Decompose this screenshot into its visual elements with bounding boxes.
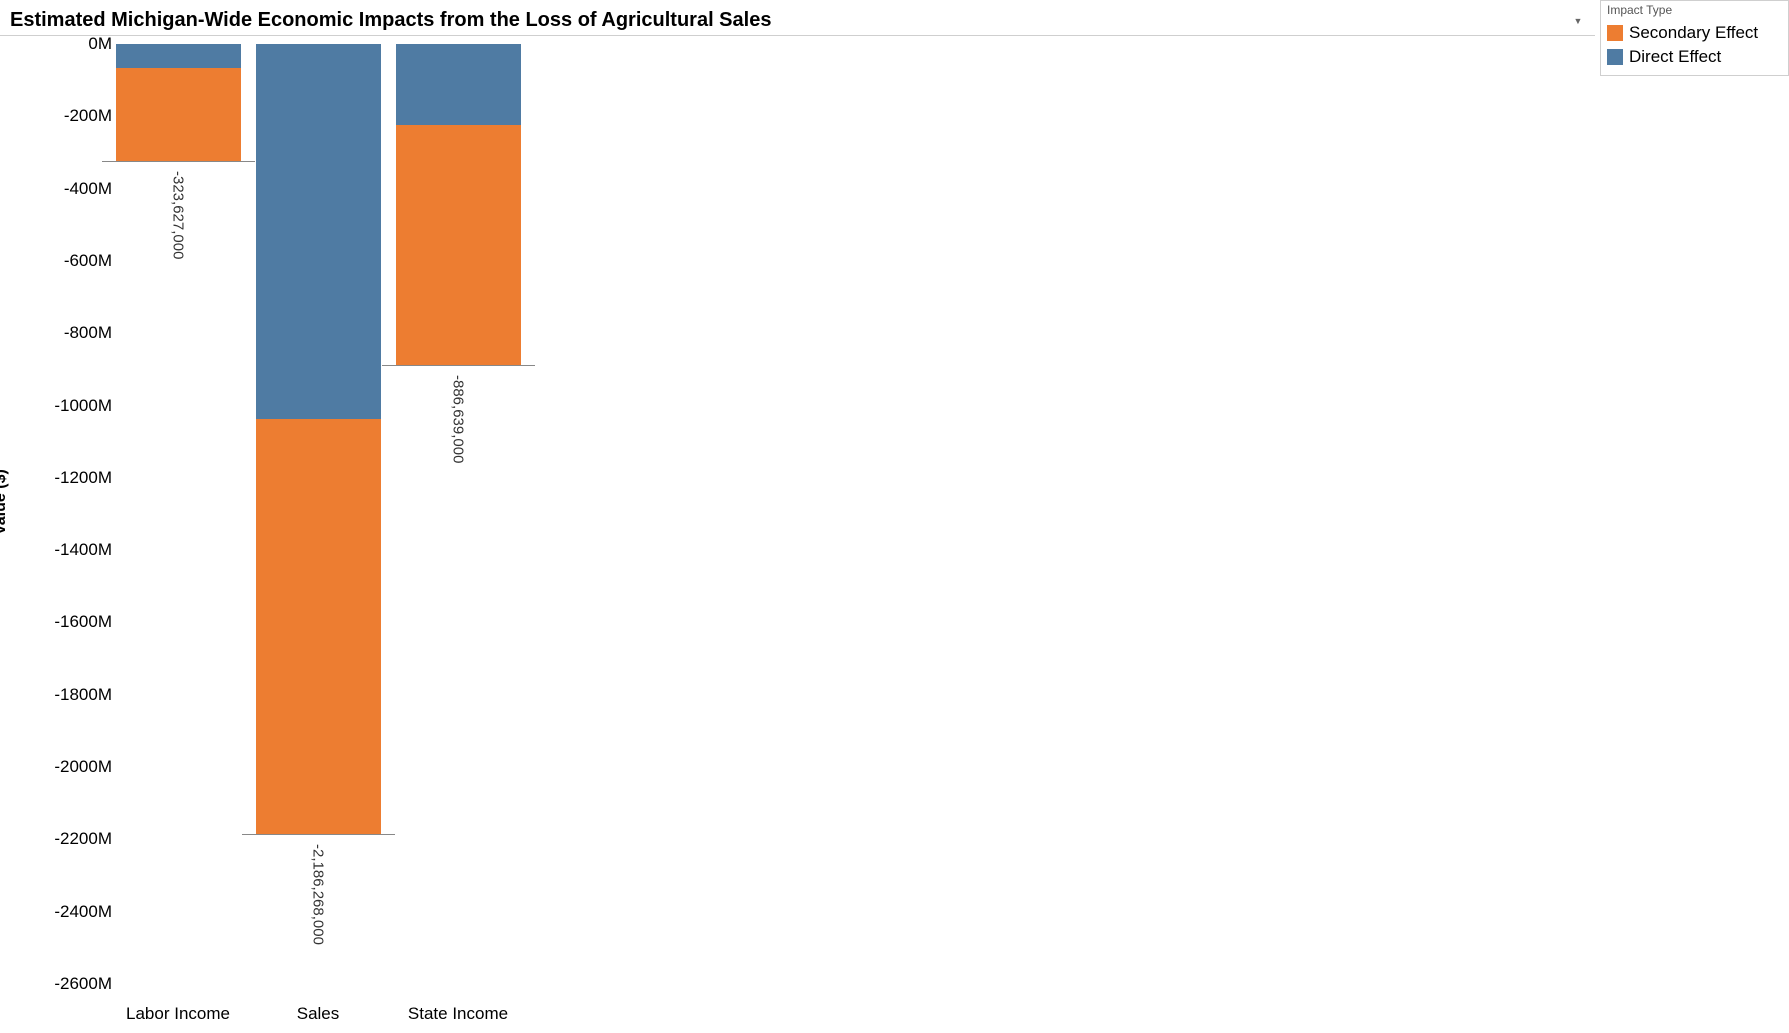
legend-item[interactable]: Direct Effect: [1607, 45, 1782, 69]
bar-baseline: [382, 365, 535, 366]
y-tick-label: -600M: [40, 251, 112, 271]
x-category-label: Sales: [297, 1004, 340, 1024]
y-tick-label: -2000M: [40, 757, 112, 777]
bar-segment-direct[interactable]: [396, 44, 521, 125]
x-category-label: Labor Income: [126, 1004, 230, 1024]
y-tick-label: -800M: [40, 323, 112, 343]
y-tick-label: -1400M: [40, 540, 112, 560]
bar-baseline: [102, 161, 255, 162]
y-tick-label: -1200M: [40, 468, 112, 488]
y-tick-label: -1800M: [40, 685, 112, 705]
chart-title: Estimated Michigan-Wide Economic Impacts…: [10, 9, 771, 32]
bar-total-label: -2,186,268,000: [310, 844, 327, 945]
bar-baseline: [242, 834, 395, 835]
chart-menu-dropdown[interactable]: ▼: [1571, 14, 1585, 28]
legend-swatch: [1607, 25, 1623, 41]
legend-title: Impact Type: [1607, 3, 1782, 17]
bar-segment-secondary[interactable]: [396, 125, 521, 364]
bar-segment-direct[interactable]: [256, 44, 381, 419]
legend-item[interactable]: Secondary Effect: [1607, 21, 1782, 45]
y-tick-label: -2600M: [40, 974, 112, 994]
plot-area: -323,627,000 -2,186,268,000 -886,639,000: [118, 44, 1588, 984]
y-tick-label: 0M: [40, 34, 112, 54]
bar-total-label: -323,627,000: [170, 171, 187, 259]
legend-panel: Impact Type Secondary Effect Direct Effec…: [1600, 0, 1789, 76]
y-tick-label: -2400M: [40, 902, 112, 922]
x-category-label: State Income: [408, 1004, 508, 1024]
legend-swatch: [1607, 49, 1623, 65]
legend-item-label: Secondary Effect: [1629, 23, 1758, 43]
y-axis-label: Value ($): [0, 469, 10, 535]
bar-segment-secondary[interactable]: [116, 68, 241, 162]
y-tick-label: -400M: [40, 179, 112, 199]
bar-segment-secondary[interactable]: [256, 419, 381, 835]
chart-title-bar: Estimated Michigan-Wide Economic Impacts…: [0, 0, 1595, 36]
y-tick-label: -1000M: [40, 396, 112, 416]
chart-region: Value ($) 0M -200M -400M -600M -800M -1000M -1…: [0, 36, 1595, 1033]
y-tick-label: -2200M: [40, 829, 112, 849]
y-tick-label: -200M: [40, 106, 112, 126]
bar-total-label: -886,639,000: [450, 375, 467, 463]
legend-item-label: Direct Effect: [1629, 47, 1721, 67]
y-tick-label: -1600M: [40, 612, 112, 632]
bar-segment-direct[interactable]: [116, 44, 241, 68]
